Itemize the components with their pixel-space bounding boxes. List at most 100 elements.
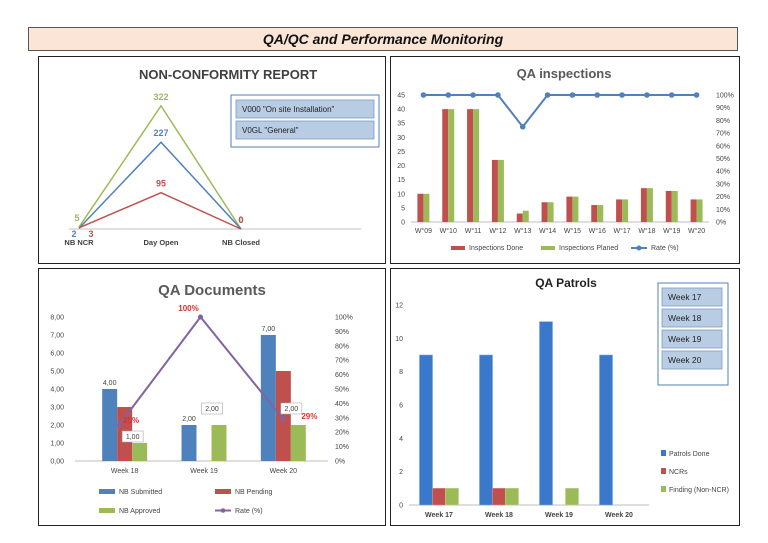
category-label: Week 18 [111,468,139,475]
bar [132,443,148,461]
y-tick-label: 1,00 [50,441,64,448]
rate-label: 25% [123,416,139,425]
category-label: Week 18 [485,512,513,519]
rate-point [519,123,526,130]
y2-tick-label: 40% [716,169,730,176]
y-tick-label: 4 [399,436,403,443]
bar [665,190,672,222]
legend-swatch [661,468,666,474]
legend-label: Rate (%) [235,508,263,515]
legend-swatch [451,246,465,250]
y-tick-label: 5 [401,205,405,212]
bar [566,196,573,222]
data-label-box [280,402,303,415]
inspections-chart: QA inspections 0 5 10 15 20 25 30 35 40 45 0% 10% 20%… [397,66,734,252]
legend-label: Patrols Done [669,451,710,458]
category-label: W°16 [589,227,606,235]
legend-swatch [661,450,666,456]
legend-label: NB Pending [235,489,272,496]
y-tick-label: 0,00 [50,459,64,466]
y2-tick-label: 80% [716,118,730,125]
data-label: 7,00 [262,326,276,333]
y-tick-label: 12 [395,303,403,310]
week-slicer-item[interactable] [661,329,723,349]
legend-box [235,99,375,119]
y2-tick-label: 10% [716,207,730,214]
category-label: W°19 [663,227,680,235]
rate-line [423,94,697,129]
bar [181,425,197,461]
y-tick-label: 40 [397,107,405,114]
legend-swatch [99,508,115,513]
series-line [78,104,242,230]
category-label: Day Open [143,238,178,247]
y-tick-label: 8 [399,369,403,376]
y2-tick-label: 50% [716,156,730,163]
chart-title: NON-CONFORMITY REPORT [139,67,317,82]
y-tick-label: 2,00 [50,423,64,430]
category-label: W°17 [613,227,630,235]
y-tick-label: 6 [399,403,403,410]
bar [622,199,629,222]
bar [448,109,455,222]
y2-tick-label: 0% [716,220,726,227]
bar [423,193,430,222]
week-slicer-label: Week 18 [668,313,702,323]
y2-tick-label: 40% [335,401,349,408]
y2-tick-label: 50% [335,387,349,394]
bar [597,205,604,222]
category-label: W°11 [465,227,482,235]
week-slicer-item[interactable] [661,287,723,307]
data-label-box [121,430,144,443]
report-banner: QA/QC and Performance Monitoring [28,27,738,51]
bar [616,199,623,222]
legend-swatch [215,489,231,494]
bar [479,354,493,506]
data-label: 0 [238,215,243,225]
legend-label: Finding (Non-NCR) [669,487,729,494]
data-label: 2,00 [205,406,219,413]
bar [565,488,579,506]
bar [290,425,306,461]
patrols-chart: QA Patrols 0 2 4 6 8 10 12 Week 17 Week 18 Week 19… [395,276,729,519]
legend-box [235,120,375,140]
week-slicer-label: Week 17 [668,292,702,302]
bar [541,202,548,222]
rate-label: 100% [178,304,198,313]
y-tick-label: 2 [399,469,403,476]
week-slicer-item[interactable] [661,350,723,370]
y2-tick-label: 90% [335,329,349,336]
data-label: 5 [74,213,79,223]
category-label: Week 20 [270,468,298,475]
y-tick-label: 35 [397,121,405,128]
legend-swatch-marker [636,245,642,251]
y-tick-label: 15 [397,177,405,184]
legend-swatch [661,486,666,492]
bar [419,354,433,506]
category-label: Week 19 [190,468,218,475]
rate-point [594,92,601,98]
category-label: W°14 [539,227,556,235]
y-tick-label: 0 [399,503,403,510]
legend-box-label: V000 "On site Installation" [242,105,335,114]
data-label: 95 [156,179,166,189]
y-tick-label: 10 [397,191,405,198]
data-label-box [201,402,223,415]
category-label: W°20 [688,227,705,235]
bar [516,213,523,222]
y-tick-label: 0 [401,220,405,227]
y2-tick-label: 60% [335,372,349,379]
week-slicer-label: Week 20 [668,355,702,365]
y-tick-label: 20 [397,163,405,170]
data-label: 0 [238,215,243,225]
y-tick-label: 6,00 [50,351,64,358]
y2-tick-label: 80% [335,343,349,350]
data-label: 2 [71,229,76,239]
week-slicer-item[interactable] [661,308,723,328]
rate-label: 29% [301,412,317,421]
rate-point [693,92,700,98]
ncr-chart-panel: NON-CONFORMITY REPORT 5 322 0 2 227 0 3 95 0 NB NC… [38,56,386,264]
category-label: NB Closed [222,238,260,247]
bar [640,188,647,222]
